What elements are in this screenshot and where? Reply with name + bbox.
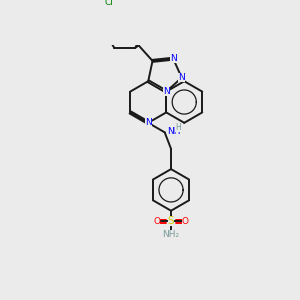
Text: N: N [170, 54, 177, 63]
Text: N: N [178, 73, 185, 82]
Text: O: O [153, 217, 160, 226]
Text: Cl: Cl [104, 0, 113, 7]
Text: S: S [168, 216, 174, 226]
Text: H: H [175, 123, 181, 132]
Text: N: N [145, 118, 152, 127]
Text: O: O [182, 217, 189, 226]
Text: NH₂: NH₂ [163, 230, 180, 238]
Text: N: N [163, 87, 169, 96]
Text: NH: NH [167, 127, 181, 136]
